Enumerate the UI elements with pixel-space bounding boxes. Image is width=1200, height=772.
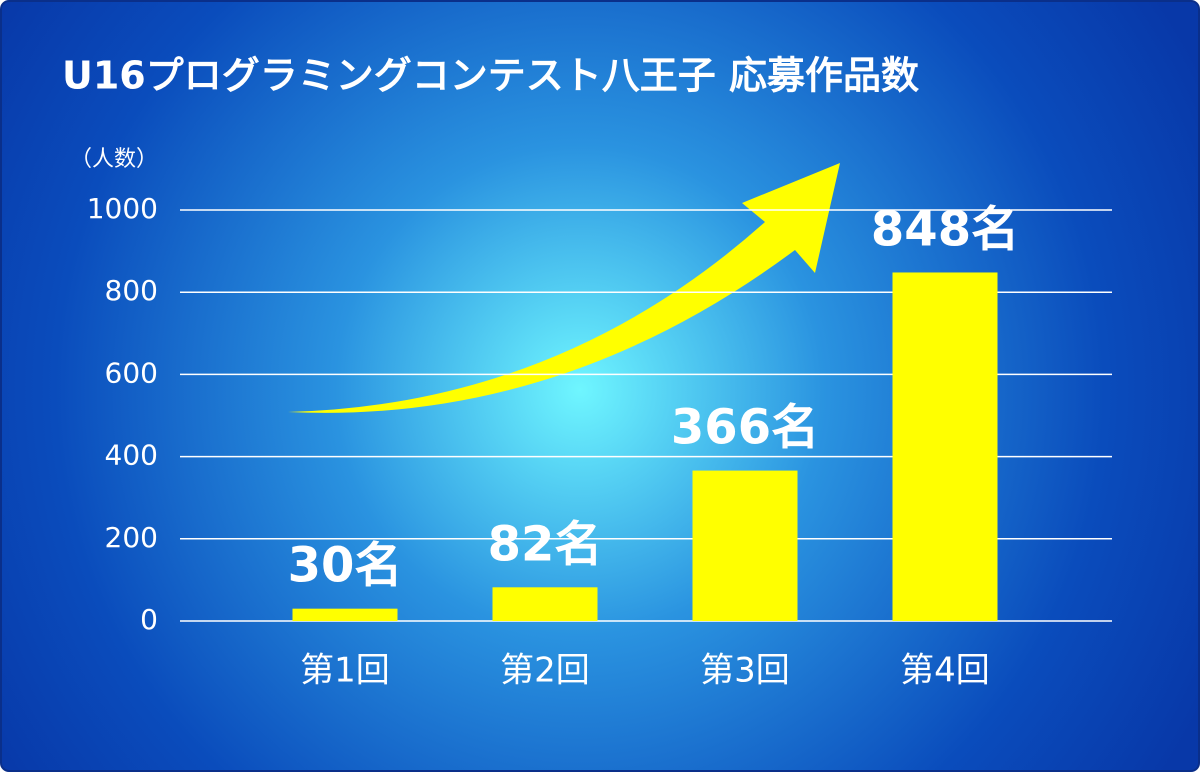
bar: [492, 587, 598, 621]
value-label: 366名: [671, 400, 819, 456]
y-tick-label: 0: [140, 603, 158, 636]
x-tick-label: 第1回: [300, 651, 390, 691]
y-tick-label: 800: [105, 274, 158, 307]
x-tick-label: 第4回: [900, 651, 990, 691]
y-tick-label: 200: [105, 521, 158, 554]
y-tick-label: 400: [105, 439, 158, 472]
y-axis-label: （人数）: [70, 147, 158, 172]
chart-title: U16プログラミングコンテスト八王子 応募作品数: [62, 54, 919, 98]
bar: [892, 272, 998, 621]
trend-arrow: [288, 163, 840, 413]
value-label: 30名: [288, 538, 403, 594]
value-label: 82名: [488, 516, 603, 572]
x-tick-label: 第3回: [700, 651, 790, 691]
y-tick-label: 600: [105, 356, 158, 389]
x-tick-label: 第2回: [500, 651, 590, 691]
bar: [692, 470, 798, 621]
bar: [292, 608, 398, 621]
value-label: 848名: [871, 201, 1019, 257]
y-tick-label: 1000: [87, 192, 158, 225]
